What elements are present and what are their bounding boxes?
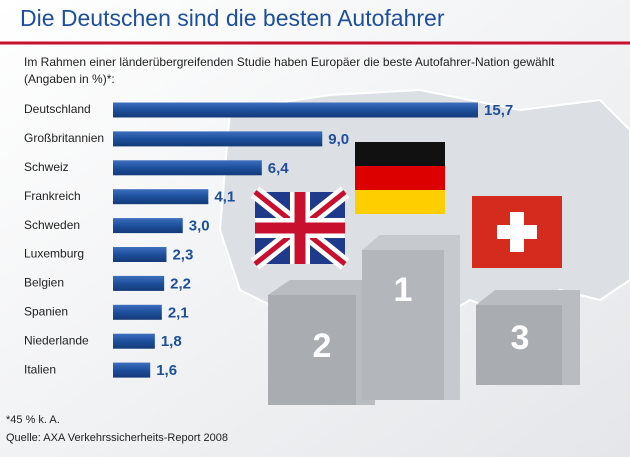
subtitle: (Angaben in %)*:: [24, 72, 115, 86]
value-label: 6,4: [268, 160, 290, 177]
category-label: Spanien: [24, 304, 68, 318]
bar: [113, 333, 155, 349]
bar: [113, 131, 323, 147]
bar: [113, 189, 209, 205]
source: Quelle: AXA Verkehrssicherheits-Report 2…: [6, 432, 228, 444]
bar: [113, 275, 165, 291]
category-label: Frankreich: [24, 189, 81, 203]
flag-switzerland: [472, 196, 562, 268]
value-label: 3,0: [189, 218, 210, 235]
footnote: *45 % k. A.: [6, 414, 60, 426]
bar: [113, 160, 262, 176]
value-label: 2,3: [172, 246, 193, 263]
category-label: Deutschland: [24, 102, 91, 116]
value-label: 4,1: [214, 189, 235, 206]
bar: [113, 304, 162, 320]
category-label: Schweiz: [24, 160, 69, 174]
flag-germany: [355, 142, 445, 214]
category-label: Niederlande: [24, 333, 89, 347]
value-label: 9,0: [328, 131, 349, 148]
category-label: Großbritannien: [24, 131, 104, 145]
podium: [268, 235, 580, 405]
bar: [113, 218, 183, 234]
podium-number: 2: [313, 327, 332, 365]
podium-number: 1: [394, 271, 413, 309]
podium-number: 3: [511, 319, 530, 357]
value-label: 2,2: [170, 275, 191, 292]
bar: [113, 102, 479, 118]
category-label: Schweden: [24, 218, 80, 232]
bar: [113, 362, 151, 378]
category-label: Belgien: [24, 276, 64, 290]
value-label: 1,6: [156, 362, 177, 379]
category-label: Italien: [24, 362, 56, 376]
value-label: 15,7: [484, 102, 513, 119]
category-label: Luxemburg: [24, 247, 84, 261]
subtitle: Im Rahmen einer länderübergreifenden Stu…: [24, 55, 555, 69]
flag-uk: [250, 186, 350, 270]
value-label: 2,1: [168, 304, 189, 321]
chart-title: Die Deutschen sind die besten Autofahrer: [20, 5, 445, 31]
value-label: 1,8: [161, 333, 182, 350]
bar: [113, 247, 167, 262]
